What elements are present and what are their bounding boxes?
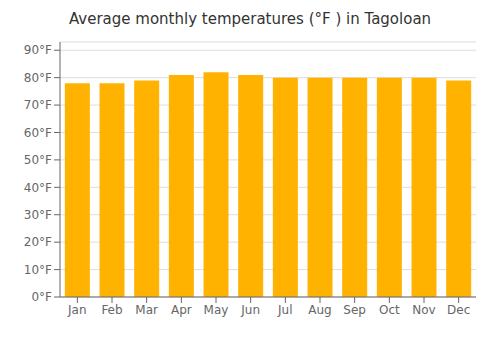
- svg-text:May: May: [204, 303, 229, 317]
- svg-text:Sep: Sep: [343, 303, 366, 317]
- svg-text:Nov: Nov: [412, 303, 435, 317]
- svg-text:20°F: 20°F: [24, 235, 52, 249]
- svg-text:Mar: Mar: [135, 303, 158, 317]
- svg-text:Oct: Oct: [379, 303, 400, 317]
- svg-text:60°F: 60°F: [24, 126, 52, 140]
- svg-text:50°F: 50°F: [24, 153, 52, 167]
- svg-text:Jun: Jun: [240, 303, 260, 317]
- svg-text:Apr: Apr: [171, 303, 192, 317]
- svg-text:Aug: Aug: [308, 303, 331, 317]
- svg-text:40°F: 40°F: [24, 181, 52, 195]
- svg-text:70°F: 70°F: [24, 98, 52, 112]
- svg-text:Jul: Jul: [277, 303, 292, 317]
- svg-text:10°F: 10°F: [24, 263, 52, 277]
- svg-text:Jan: Jan: [67, 303, 87, 317]
- html-text:Average monthly temperatures (: Average monthly temperatures (°F ) in Ta…: [68, 10, 432, 28]
- svg-text:90°F: 90°F: [24, 43, 52, 57]
- svg-text:30°F: 30°F: [24, 208, 52, 222]
- svg-text:80°F: 80°F: [24, 71, 52, 85]
- svg-text:0°F: 0°F: [31, 290, 52, 304]
- svg-text:Feb: Feb: [101, 303, 122, 317]
- svg-text:Dec: Dec: [447, 303, 470, 317]
